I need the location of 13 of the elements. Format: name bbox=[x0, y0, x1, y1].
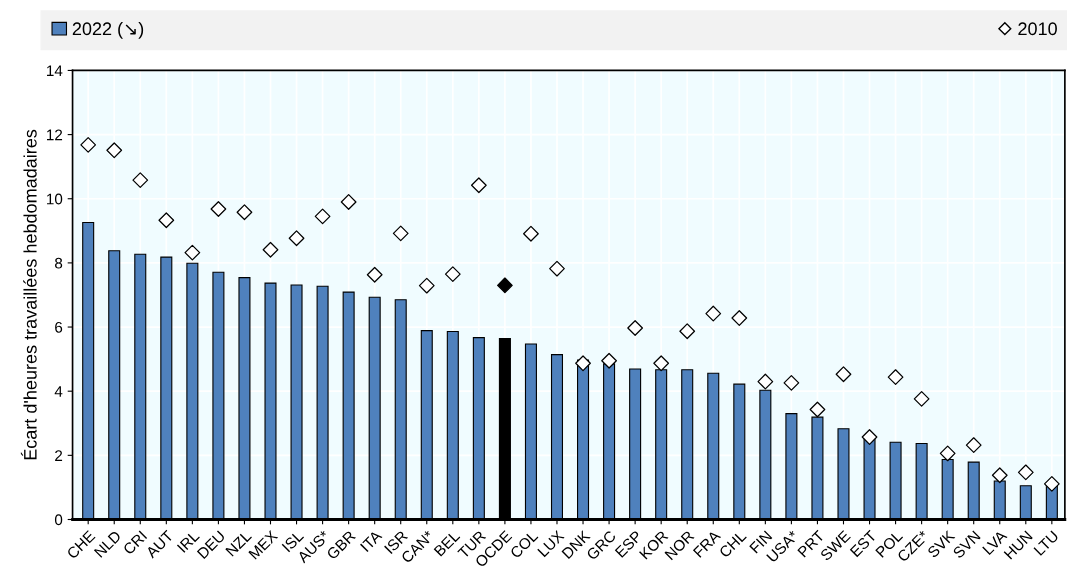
y-tick-label: 0 bbox=[54, 514, 63, 526]
x-tick-label: ITA bbox=[360, 529, 383, 553]
legend-label: 2022 (↘) bbox=[72, 21, 144, 39]
y-tick-label: 14 bbox=[47, 65, 63, 76]
x-tick-label: CRI bbox=[122, 530, 148, 556]
y-tick-label: 10 bbox=[47, 193, 63, 205]
y-tick-label: 2 bbox=[55, 450, 63, 461]
y-tick-label: 12 bbox=[47, 129, 63, 141]
y-axis-title: Écart d'heures travaillées hebdomadaires bbox=[20, 129, 37, 460]
legend-label: 2010 bbox=[1018, 22, 1057, 36]
y-tick-label: 6 bbox=[55, 321, 63, 333]
y-tick-label: 8 bbox=[55, 257, 63, 269]
y-tick-label: 4 bbox=[54, 386, 63, 397]
